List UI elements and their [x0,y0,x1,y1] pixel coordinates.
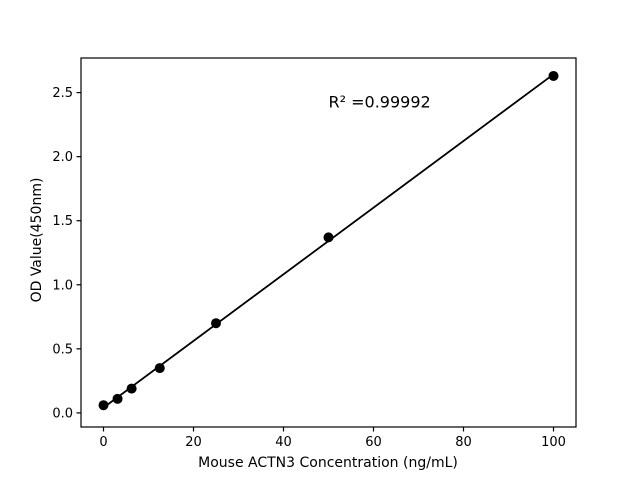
x-tick-label: 60 [365,435,382,450]
y-tick-label: 2.5 [52,86,73,101]
x-tick-label: 20 [185,435,202,450]
y-tick-label: 1.5 [52,214,73,229]
data-point [323,232,334,243]
y-tick-label: 0.5 [52,342,73,357]
x-tick-label: 80 [455,435,472,450]
x-tick-label: 0 [99,435,107,450]
data-point [126,383,137,394]
y-axis-label: OD Value(450nm) [29,177,45,303]
data-point [548,70,559,81]
x-axis-label: Mouse ACTN3 Concentration (ng/mL) [198,455,458,471]
y-tick-label: 2.0 [52,150,73,165]
data-point [112,393,123,404]
data-point [154,363,165,374]
x-tick-label: 100 [541,435,566,450]
y-tick-label: 1.0 [52,278,73,293]
y-tick-label: 0.0 [52,406,73,421]
r-squared-annotation: R² =0.99992 [328,92,431,112]
plot-frame [80,57,577,428]
data-point [98,400,109,411]
data-point [211,318,221,329]
x-tick-label: 40 [275,435,292,450]
